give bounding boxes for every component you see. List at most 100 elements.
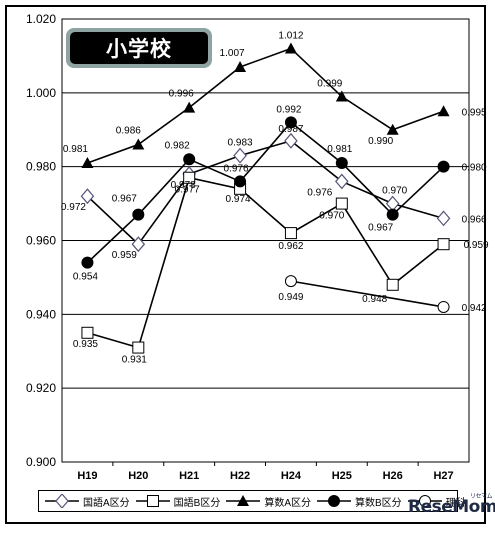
data-point	[386, 208, 399, 221]
data-label: 0.954	[73, 272, 98, 283]
data-point	[284, 227, 297, 240]
y-tick-label: 1.020	[26, 12, 56, 26]
data-point	[386, 278, 399, 291]
x-tick-label: H22	[230, 470, 250, 482]
legend-marker	[146, 495, 159, 507]
x-tick-label: H24	[281, 470, 302, 482]
data-label: 0.970	[382, 186, 407, 197]
data-label: 0.974	[226, 194, 251, 205]
series-line	[87, 176, 445, 349]
data-point	[386, 123, 399, 135]
series-line	[87, 47, 444, 164]
data-point	[335, 90, 348, 102]
data-point	[233, 147, 247, 164]
legend-label: 理科	[445, 497, 466, 509]
chart-title: 小学校	[70, 32, 208, 64]
data-point	[335, 156, 348, 169]
data-point	[284, 132, 298, 149]
data-label: 0.978	[171, 180, 196, 191]
data-point	[183, 171, 196, 184]
series-group	[80, 42, 451, 354]
data-label: 0.987	[278, 124, 303, 135]
legend: 国語A区分 国語B区分 算数A区分 算数B区分 理科	[38, 490, 466, 512]
data-point	[385, 195, 400, 212]
data-label: 0.999	[317, 79, 342, 90]
data-label: 0.962	[278, 241, 303, 252]
legend-label: 国語B区分	[173, 497, 221, 509]
data-label: 0.981	[63, 144, 88, 155]
series-line	[86, 139, 444, 246]
legend-marker	[418, 495, 431, 507]
data-point	[81, 326, 94, 339]
legend-item: 理科	[406, 494, 466, 509]
series-line	[290, 280, 444, 308]
data-label: 0.981	[327, 144, 352, 155]
y-tick-label: 0.920	[26, 381, 56, 395]
data-label: 0.983	[228, 138, 253, 149]
data-point	[437, 238, 450, 251]
x-tick-label: H21	[179, 470, 199, 482]
y-tick-label: 0.940	[26, 307, 56, 321]
data-label: 0.935	[73, 339, 98, 350]
data-point	[80, 188, 95, 205]
y-tick-label: 1.000	[26, 86, 56, 100]
series-line	[86, 121, 445, 264]
legend-item: 算数A区分	[224, 494, 311, 509]
legend-item: 算数B区分	[315, 494, 402, 509]
data-point	[131, 236, 146, 253]
data-label: 0.990	[368, 136, 393, 147]
data-label: 0.949	[278, 292, 303, 303]
data-point	[437, 160, 450, 173]
data-point	[234, 60, 247, 72]
data-label: 0.967	[112, 194, 137, 205]
legend-swatch	[317, 495, 352, 507]
legend-swatch	[407, 495, 442, 507]
data-point	[132, 138, 145, 150]
data-point	[81, 256, 94, 269]
legend-marker	[55, 494, 69, 508]
x-tick-label: H20	[128, 470, 148, 482]
data-label: 0.977	[175, 185, 200, 196]
x-tick-label: H19	[77, 470, 97, 482]
data-point	[183, 153, 196, 166]
data-label: 0.966	[462, 214, 487, 225]
legend-label: 国語A区分	[83, 497, 130, 509]
legend-swatch	[226, 495, 261, 506]
legend-swatch	[135, 495, 170, 507]
data-label: 0.942	[462, 303, 487, 314]
data-label: 0.996	[169, 89, 194, 100]
data-point	[437, 300, 450, 313]
data-point	[284, 116, 297, 129]
legend-swatch	[45, 494, 79, 508]
legend-marker	[237, 495, 250, 506]
data-point	[284, 275, 297, 288]
x-tick-label: H27	[433, 470, 453, 482]
data-label: 0.948	[362, 294, 387, 305]
legend-label: 算数A区分	[264, 497, 312, 509]
data-point	[234, 175, 247, 188]
data-point	[132, 208, 145, 221]
gridlines	[62, 92, 469, 389]
data-label: 0.959	[112, 250, 137, 261]
y-tick-label: 0.980	[26, 160, 56, 174]
data-label: 0.992	[276, 104, 301, 115]
axes: 0.900 0.920 0.940 0.960 0.980 1.000 1.020 H19 H2…	[26, 12, 470, 482]
y-tick-label: 0.960	[26, 234, 56, 248]
data-label: 0.980	[462, 163, 487, 174]
data-point	[81, 156, 94, 168]
legend-item: 国語B区分	[134, 494, 221, 509]
data-label: 0.982	[165, 140, 190, 151]
data-point	[335, 197, 348, 210]
data-point	[183, 101, 196, 113]
legend-marker	[328, 495, 341, 507]
data-label: 0.970	[319, 211, 344, 222]
data-label: 0.931	[122, 355, 147, 366]
data-label: 0.986	[116, 126, 141, 137]
chart-title-badge: 小学校	[66, 28, 212, 68]
data-label: 0.967	[368, 223, 393, 234]
resemom-logo: ReseMom リセマム	[408, 493, 495, 517]
data-point	[437, 105, 450, 117]
data-label: 1.007	[220, 48, 245, 59]
data-label: 0.995	[462, 107, 487, 118]
data-point	[436, 210, 451, 227]
